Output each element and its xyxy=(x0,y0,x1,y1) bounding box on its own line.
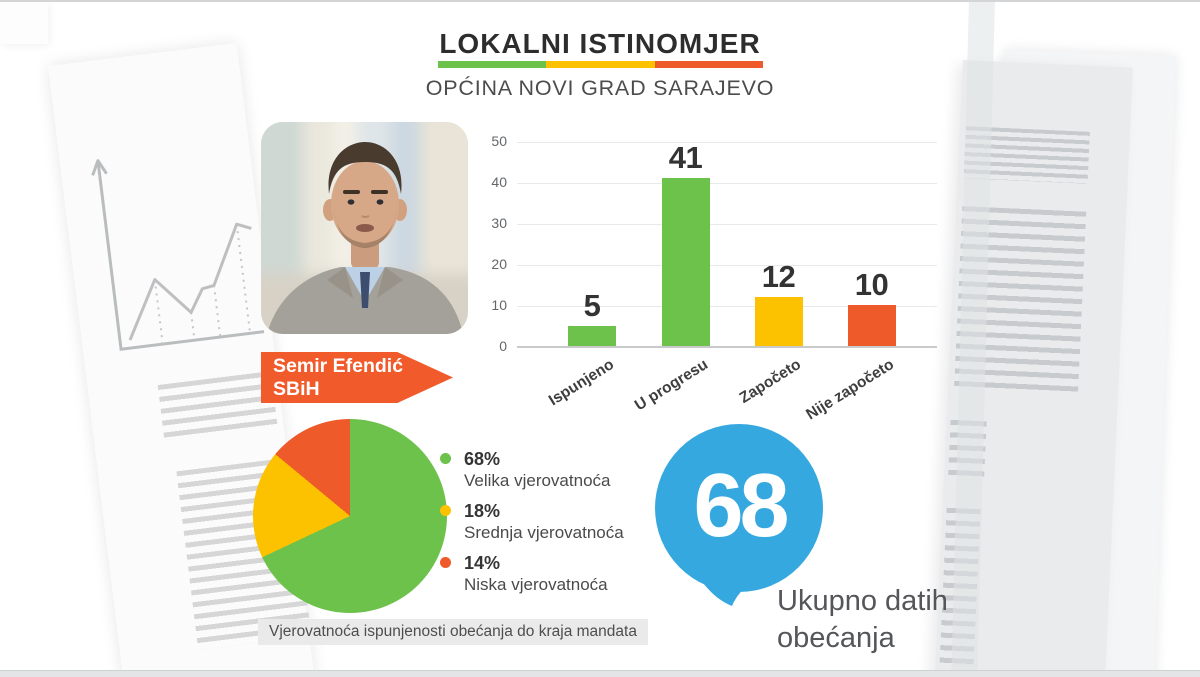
bar-Ispunjeno xyxy=(568,325,616,346)
gridline-40 xyxy=(517,182,937,184)
gridline-20 xyxy=(517,264,937,266)
gridline-50 xyxy=(517,141,937,143)
divider-green-segment xyxy=(438,61,547,68)
legend-label: Velika vjerovatnoća xyxy=(464,471,611,490)
y-axis-tick-20: 20 xyxy=(491,256,507,272)
portrait-illustration xyxy=(261,122,468,334)
y-axis-tick-30: 30 xyxy=(491,215,507,231)
pie-legend: 68% Velika vjerovatnoća 18% Srednja vjerova… xyxy=(440,448,624,604)
politician-name: Semir Efendić xyxy=(273,355,404,377)
politician-party: SBiH xyxy=(273,378,320,400)
bar-value-Ispunjeno: 5 xyxy=(583,287,601,323)
bar-value-Započeto: 12 xyxy=(761,258,796,294)
top-edge xyxy=(0,0,1200,2)
sketch-line-chart xyxy=(91,159,265,351)
y-axis-tick-40: 40 xyxy=(491,174,507,190)
legend-dot-icon xyxy=(440,453,451,464)
total-value: 68 xyxy=(693,456,789,556)
bar-value-U progresu: 41 xyxy=(668,139,703,175)
caption: Vjerovatnoća ispunjenosti obećanja do kr… xyxy=(258,619,648,645)
bar-chart: 0 10 20 30 40 50 5 Ispunjeno 41 U progresu 12 Započ… xyxy=(491,133,937,423)
legend-label: Niska vjerovatnoća xyxy=(464,575,608,594)
politician-banner: Semir Efendić SBiH xyxy=(261,352,453,403)
speech-bubble-icon xyxy=(655,424,823,606)
y-axis-tick-10: 10 xyxy=(491,297,507,313)
legend-row: 18% Srednja vjerovatnoća xyxy=(440,500,624,543)
legend-row: 14% Niska vjerovatnoća xyxy=(440,552,624,595)
background-paper-left xyxy=(48,42,318,677)
legend-dot-icon xyxy=(440,557,451,568)
bar-Nije započeto xyxy=(847,305,896,346)
total-bubble: 68 xyxy=(652,423,827,608)
bottom-edge xyxy=(0,670,1200,677)
y-axis-tick-0: 0 xyxy=(499,338,507,354)
bar-Započeto xyxy=(754,296,803,346)
legend-percent: 68% xyxy=(464,449,501,469)
legend-percent: 18% xyxy=(464,501,501,521)
tricolor-divider xyxy=(438,61,763,68)
legend-dot-icon xyxy=(440,505,451,516)
page-subtitle: OPĆINA NOVI GRAD SARAJEVO xyxy=(425,76,775,100)
bar-U progresu xyxy=(661,177,710,346)
background-paper-corner xyxy=(0,2,48,44)
divider-orange-segment xyxy=(654,61,763,68)
y-axis-tick-50: 50 xyxy=(491,133,507,149)
legend-label: Srednja vjerovatnoća xyxy=(464,523,624,542)
bar-value-Nije započeto: 10 xyxy=(854,267,889,302)
legend-percent: 14% xyxy=(464,553,501,573)
gridline-10 xyxy=(517,305,937,307)
page-title: LOKALNI ISTINOMJER xyxy=(439,28,761,59)
legend-row: 68% Velika vjerovatnoća xyxy=(440,448,624,491)
total-label: Ukupno datih obećanja xyxy=(777,585,948,654)
gridline-0 xyxy=(517,346,937,348)
text-lines-block xyxy=(157,371,278,443)
divider-yellow-segment xyxy=(546,61,655,68)
gridline-30 xyxy=(517,223,937,225)
politician-photo xyxy=(261,122,468,334)
pie-chart xyxy=(253,419,447,613)
